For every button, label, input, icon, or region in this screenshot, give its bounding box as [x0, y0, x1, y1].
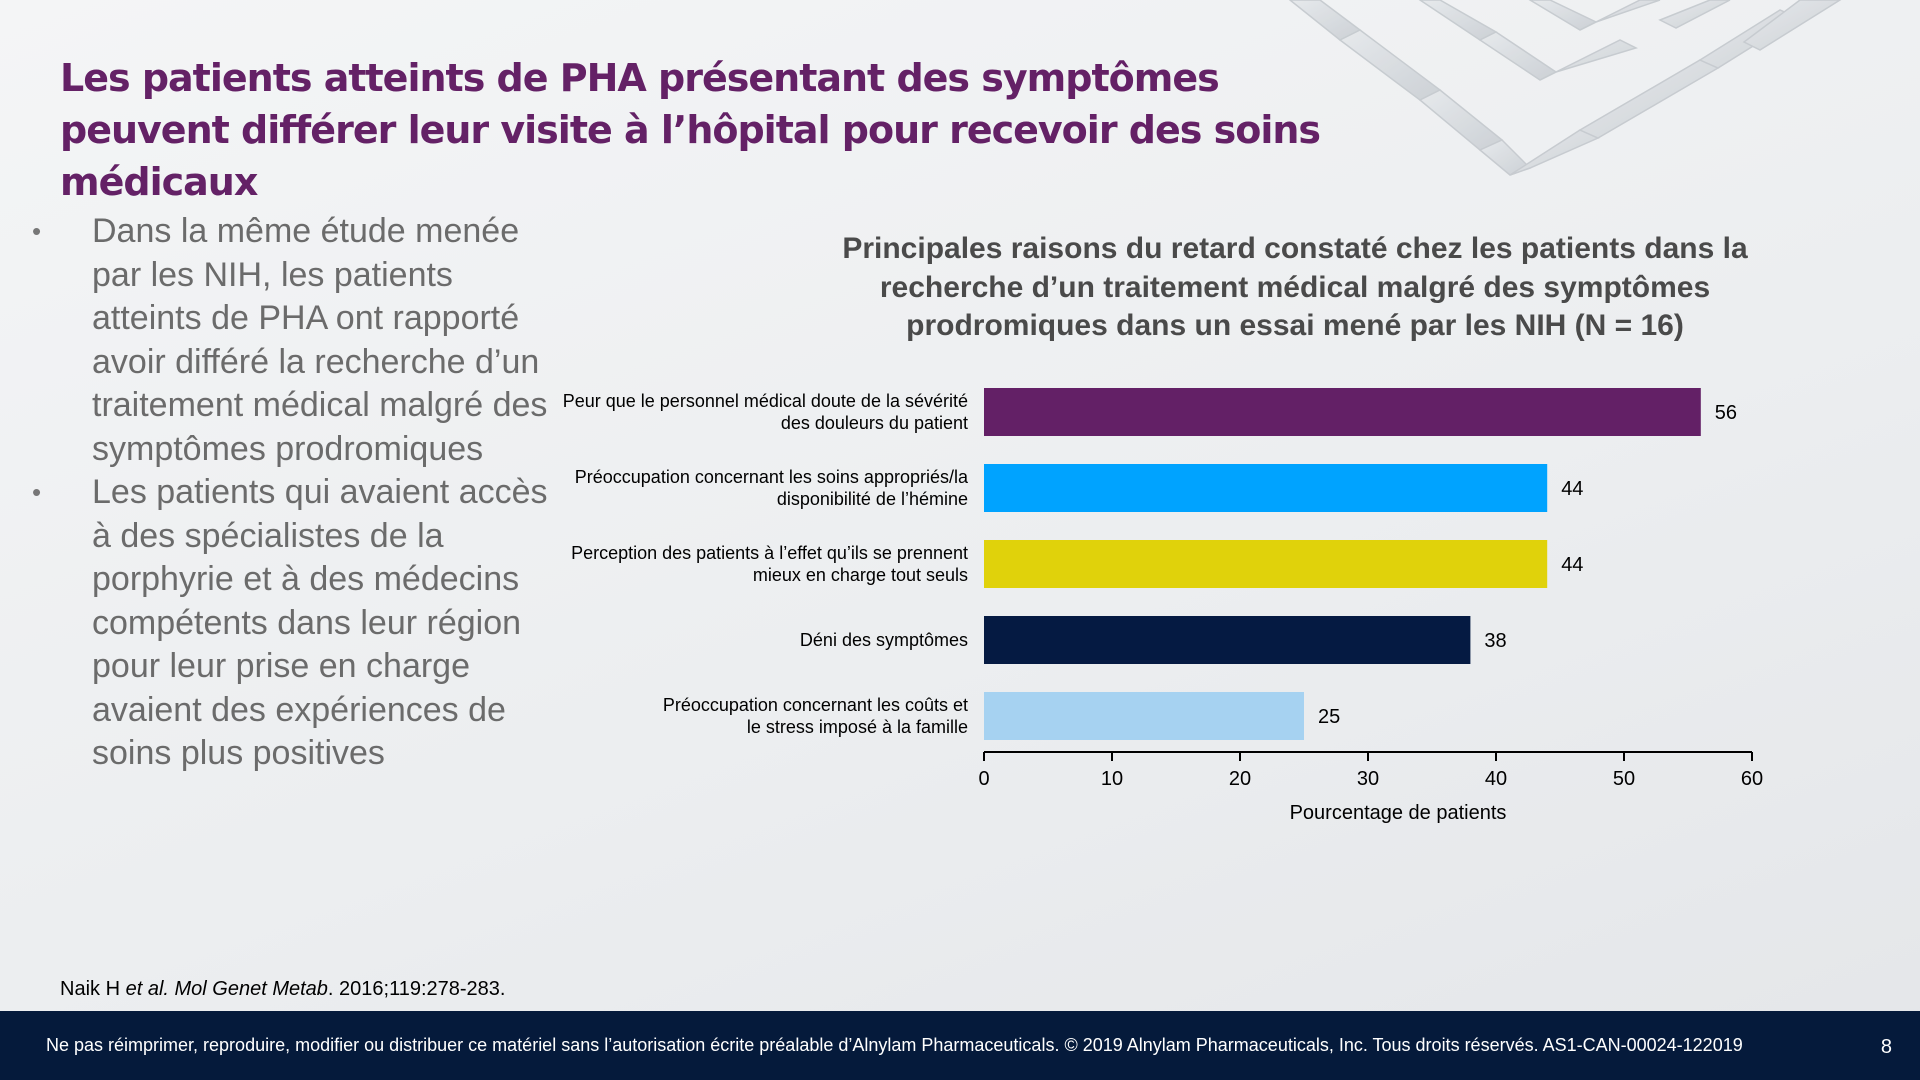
slide-title: Les patients atteints de PHA présentant … — [60, 56, 1321, 204]
bullet-marker: • — [32, 216, 42, 246]
bar-value-label: 25 — [1318, 706, 1340, 728]
page-number: 8 — [1880, 1036, 1892, 1058]
x-tick-label: 60 — [1741, 768, 1763, 790]
x-axis-title: Pourcentage de patients — [1290, 802, 1507, 824]
category-label: le stress imposé à la famille — [747, 717, 968, 737]
footer-disclaimer: Ne pas réimprimer, reproduire, modifier … — [46, 1035, 1743, 1055]
x-tick-label: 20 — [1229, 768, 1251, 790]
category-label: Perception des patients à l’effet qu’ils… — [571, 543, 968, 563]
bullet-list: • Dans la même étude menée par les NIH, … — [28, 210, 568, 776]
citation-prefix: Naik H — [60, 978, 126, 1000]
bar-chart: 56 Peur que le personnel médical doute de… — [563, 388, 1763, 824]
bar — [984, 616, 1471, 664]
x-tick-label: 30 — [1357, 768, 1379, 790]
citation-journal: Mol Genet Metab — [174, 978, 328, 1000]
category-label: disponibilité de l’hémine — [777, 489, 968, 509]
bar-value-label: 44 — [1561, 554, 1583, 576]
x-tick-label: 40 — [1485, 768, 1507, 790]
bar-value-label: 56 — [1715, 402, 1737, 424]
bullet-item: • Dans la même étude menée par les NIH, … — [28, 210, 568, 471]
category-label: des douleurs du patient — [781, 413, 968, 433]
category-label: mieux en charge tout seuls — [753, 565, 968, 585]
bullet-item: • Les patients qui avaient accès à des s… — [28, 471, 568, 776]
category-label: Préoccupation concernant les soins appro… — [575, 467, 969, 487]
citation-suffix: . 2016;119:278-283. — [327, 978, 506, 1000]
chart-title: Principales raisons du retard constaté c… — [842, 232, 1748, 342]
category-label: Préoccupation concernant les coûts et — [663, 695, 968, 715]
bullet-text: Les patients qui avaient accès à des spé… — [92, 473, 548, 772]
category-label: Peur que le personnel médical doute de l… — [563, 391, 968, 411]
bar — [984, 540, 1548, 588]
category-label: Déni des symptômes — [800, 630, 968, 650]
bar — [984, 388, 1701, 436]
footer-bar: Ne pas réimprimer, reproduire, modifier … — [0, 1011, 1920, 1080]
citation-authors: et al. — [125, 978, 169, 1000]
x-tick-label: 0 — [978, 768, 989, 790]
bar-value-label: 38 — [1484, 630, 1506, 652]
bar — [984, 692, 1304, 740]
bullet-marker: • — [32, 477, 42, 507]
bar-value-label: 44 — [1561, 478, 1583, 500]
bar — [984, 464, 1548, 512]
x-tick-label: 10 — [1101, 768, 1123, 790]
maze-decoration — [1288, 0, 1842, 176]
bullet-text: Dans la même étude menée par les NIH, le… — [92, 212, 548, 468]
citation: Naik H et al. Mol Genet Metab. 2016;119:… — [60, 978, 505, 1001]
x-tick-label: 50 — [1613, 768, 1635, 790]
